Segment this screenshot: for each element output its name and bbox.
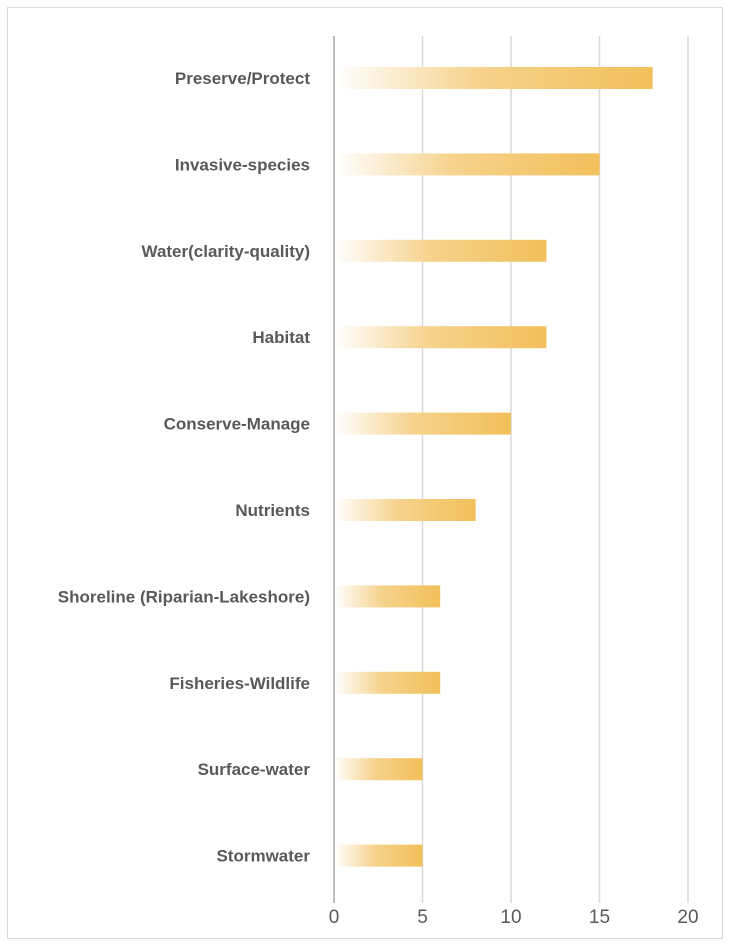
category-label: Surface-water: [198, 760, 311, 779]
bar-habitat: [335, 326, 547, 349]
x-tick-labels: 0 5 10 15 20: [329, 907, 699, 928]
bar-stormwater: [335, 844, 423, 867]
bar-water-clarity-quality: [335, 239, 547, 262]
x-tick-label: 0: [329, 907, 340, 928]
x-tick-label: 10: [500, 907, 521, 928]
x-tick-label: 20: [677, 907, 698, 928]
x-tick-label: 15: [589, 907, 610, 928]
bar-fisheries-wildlife: [335, 671, 441, 694]
category-label: Habitat: [252, 328, 310, 347]
category-labels: Preserve/Protect Invasive-species Water(cl…: [58, 69, 311, 866]
category-label: Stormwater: [216, 847, 310, 866]
bar-surface-water: [335, 758, 423, 781]
category-label: Nutrients: [235, 501, 310, 520]
bar-preserve-protect: [335, 67, 653, 89]
category-label: Shoreline (Riparian-Lakeshore): [58, 587, 310, 606]
category-label: Fisheries-Wildlife: [169, 674, 310, 693]
category-label: Conserve-Manage: [164, 415, 310, 434]
category-label: Invasive-species: [175, 155, 310, 174]
bar-nutrients: [335, 499, 476, 521]
category-label: Water(clarity-quality): [142, 242, 310, 261]
bar-conserve-manage: [335, 412, 511, 435]
bars: [335, 67, 653, 867]
bar-invasive-species: [335, 153, 600, 176]
bar-shoreline-riparian-lakeshore: [335, 585, 441, 608]
x-tick-label: 5: [417, 907, 428, 928]
category-label: Preserve/Protect: [175, 69, 310, 88]
